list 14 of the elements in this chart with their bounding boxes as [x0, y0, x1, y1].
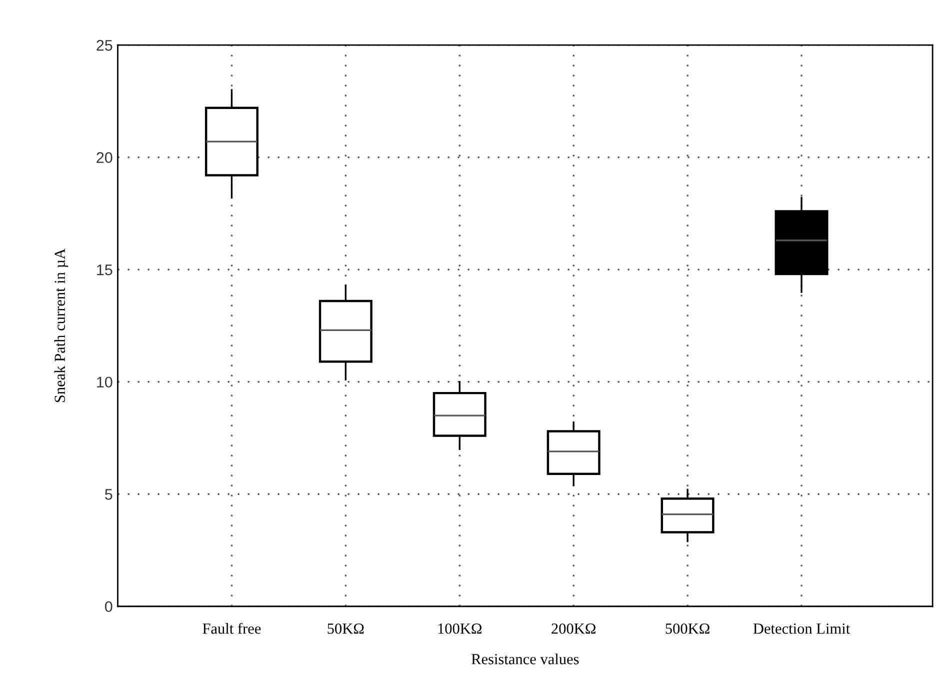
x-tick-label: 100KΩ: [438, 623, 482, 634]
x-tick-label: 50KΩ: [328, 623, 364, 634]
x-tick-label: 500KΩ: [666, 623, 710, 634]
y-tick-label: 5: [105, 489, 112, 500]
x-tick-label: 200KΩ: [552, 623, 596, 634]
x-tick-label: Fault free: [202, 622, 261, 634]
x-tick-label: Detection Limit: [753, 624, 850, 634]
y-tick-label: 0: [104, 601, 112, 612]
y-tick-label: 15: [97, 264, 112, 276]
y-axis-title: Sneak Path current in µA: [54, 248, 68, 402]
y-tick-label: 20: [96, 152, 112, 163]
y-tick-label: 10: [97, 376, 112, 388]
x-axis-title: Resistance values: [472, 654, 579, 664]
y-tick-label: 25: [96, 40, 112, 51]
